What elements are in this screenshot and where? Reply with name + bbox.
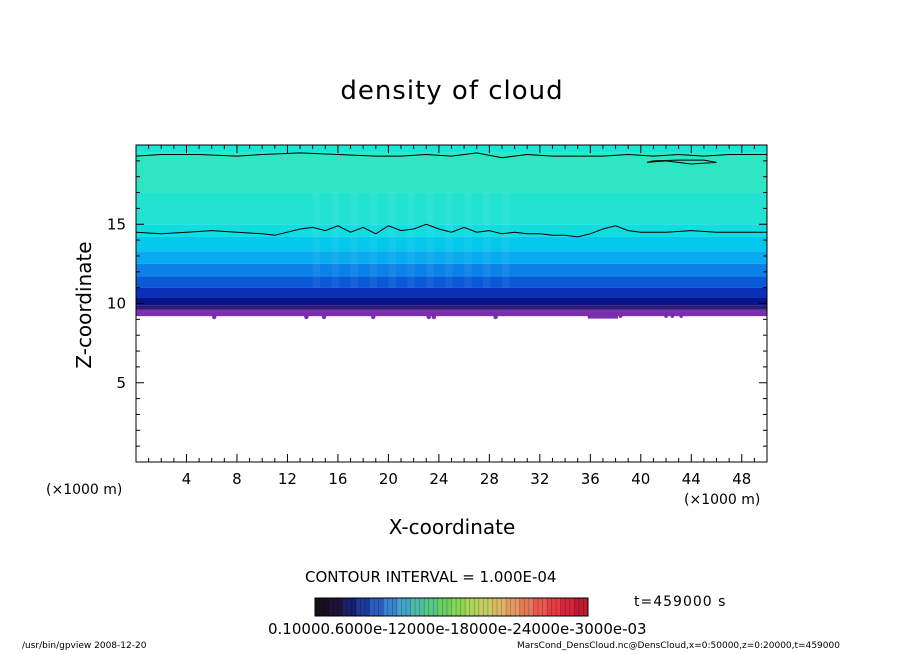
cloud-base-bump xyxy=(587,314,619,319)
footer-left: /usr/bin/gpview 2008-12-20 xyxy=(22,641,147,651)
heatmap-band xyxy=(136,297,767,306)
colorbar-swatch xyxy=(574,598,589,616)
chart-title: density of cloud xyxy=(340,76,564,106)
heatmap-band xyxy=(136,305,767,310)
heatmap-texture xyxy=(407,192,415,288)
heatmap-texture xyxy=(331,192,340,288)
x-tick-label: 12 xyxy=(278,470,297,488)
colorbar-swatch xyxy=(533,598,548,616)
cloud-base-bump xyxy=(426,314,431,320)
colorbar-tick-labels: 0.10000.6000e-12000e-18000e-24000e-3000e… xyxy=(268,620,647,638)
heatmap-band xyxy=(136,236,767,252)
x-axis-label: X-coordinate xyxy=(388,515,516,539)
heatmap-texture xyxy=(369,192,378,288)
colorbar-border xyxy=(314,597,589,617)
x-tick-label: 44 xyxy=(682,470,701,488)
colorbar-swatch xyxy=(328,598,343,616)
colorbar-swatch xyxy=(396,598,412,616)
y-tick-label: 10 xyxy=(107,295,126,313)
colorbar-swatch xyxy=(560,598,575,616)
colorbar-swatch xyxy=(547,598,562,616)
x-tick-label: 8 xyxy=(232,470,242,488)
colorbar-swatch xyxy=(519,598,534,616)
contour-line xyxy=(135,152,767,159)
heatmap-band xyxy=(136,309,767,317)
heatmap-texture xyxy=(312,192,321,288)
colorbar-swatch xyxy=(410,598,425,616)
heatmap-texture xyxy=(388,192,396,288)
time-label: t=459000 s xyxy=(634,594,727,610)
x-tick-label: 20 xyxy=(379,470,398,488)
heatmap-band xyxy=(136,152,767,193)
heatmap-band xyxy=(136,263,767,277)
contour-lines xyxy=(135,152,767,238)
cloud-base-bump xyxy=(431,314,437,320)
x-tick-label: 24 xyxy=(429,470,448,488)
cloud-base-bump xyxy=(321,314,327,320)
cloud-base-bump xyxy=(212,314,217,320)
heatmap-texture xyxy=(501,192,510,288)
y-axis-label: Z-coordinate xyxy=(72,241,96,369)
contour-line xyxy=(135,223,767,238)
colorbar-swatch xyxy=(369,598,384,616)
heatmap-texture xyxy=(350,192,359,288)
heatmap-band xyxy=(136,276,767,288)
heatmap-texture xyxy=(464,192,472,288)
cloud-base-bump xyxy=(371,314,376,320)
x-tick-label: 16 xyxy=(328,470,347,488)
colorbar-swatch xyxy=(465,598,480,616)
cloud-base-bump xyxy=(670,314,675,318)
x-tick-label: 32 xyxy=(530,470,549,488)
colorbar-swatch xyxy=(451,598,466,616)
x-tick-label: 4 xyxy=(182,470,192,488)
cloud-base-bump xyxy=(618,314,623,318)
x-tick-label: 28 xyxy=(480,470,499,488)
cloud-base-bump xyxy=(664,314,668,318)
colorbar-swatch xyxy=(478,598,493,616)
x-axis-unit-right: (×1000 m) xyxy=(684,492,761,508)
colorbar-swatch xyxy=(437,598,452,616)
colorbar-swatch xyxy=(506,598,521,616)
heatmap-band xyxy=(136,251,767,264)
y-tick-label: 15 xyxy=(107,215,126,233)
colorbar-swatch xyxy=(342,598,357,616)
heatmap-texture xyxy=(483,192,491,288)
heatmap-band xyxy=(136,192,767,225)
cloud-base-bump xyxy=(304,314,309,320)
heatmap-texture xyxy=(445,192,453,288)
y-tick-label: 5 xyxy=(116,374,126,392)
x-tick-label: 48 xyxy=(732,470,751,488)
cloud-base-bump xyxy=(493,314,498,320)
x-axis-unit-left: (×1000 m) xyxy=(46,482,123,498)
heatmap-shading xyxy=(212,192,683,320)
x-tick-label: 40 xyxy=(631,470,650,488)
x-tick-label: 36 xyxy=(581,470,600,488)
colorbar-swatch xyxy=(315,598,330,616)
colorbar xyxy=(314,597,589,617)
colorbar-swatch xyxy=(383,598,398,616)
heatmap-texture xyxy=(426,192,434,288)
heatmap-band xyxy=(136,287,767,298)
footer-right: MarsCond_DensCloud.nc@DensCloud,x=0:5000… xyxy=(517,641,840,651)
colorbar-swatch xyxy=(492,598,507,616)
cloud-base-bump xyxy=(679,314,683,318)
colorbar-swatch xyxy=(355,598,371,616)
contour-interval-label: CONTOUR INTERVAL = 1.000E-04 xyxy=(305,568,557,586)
colorbar-swatch xyxy=(424,598,439,616)
contour-line xyxy=(646,159,717,165)
